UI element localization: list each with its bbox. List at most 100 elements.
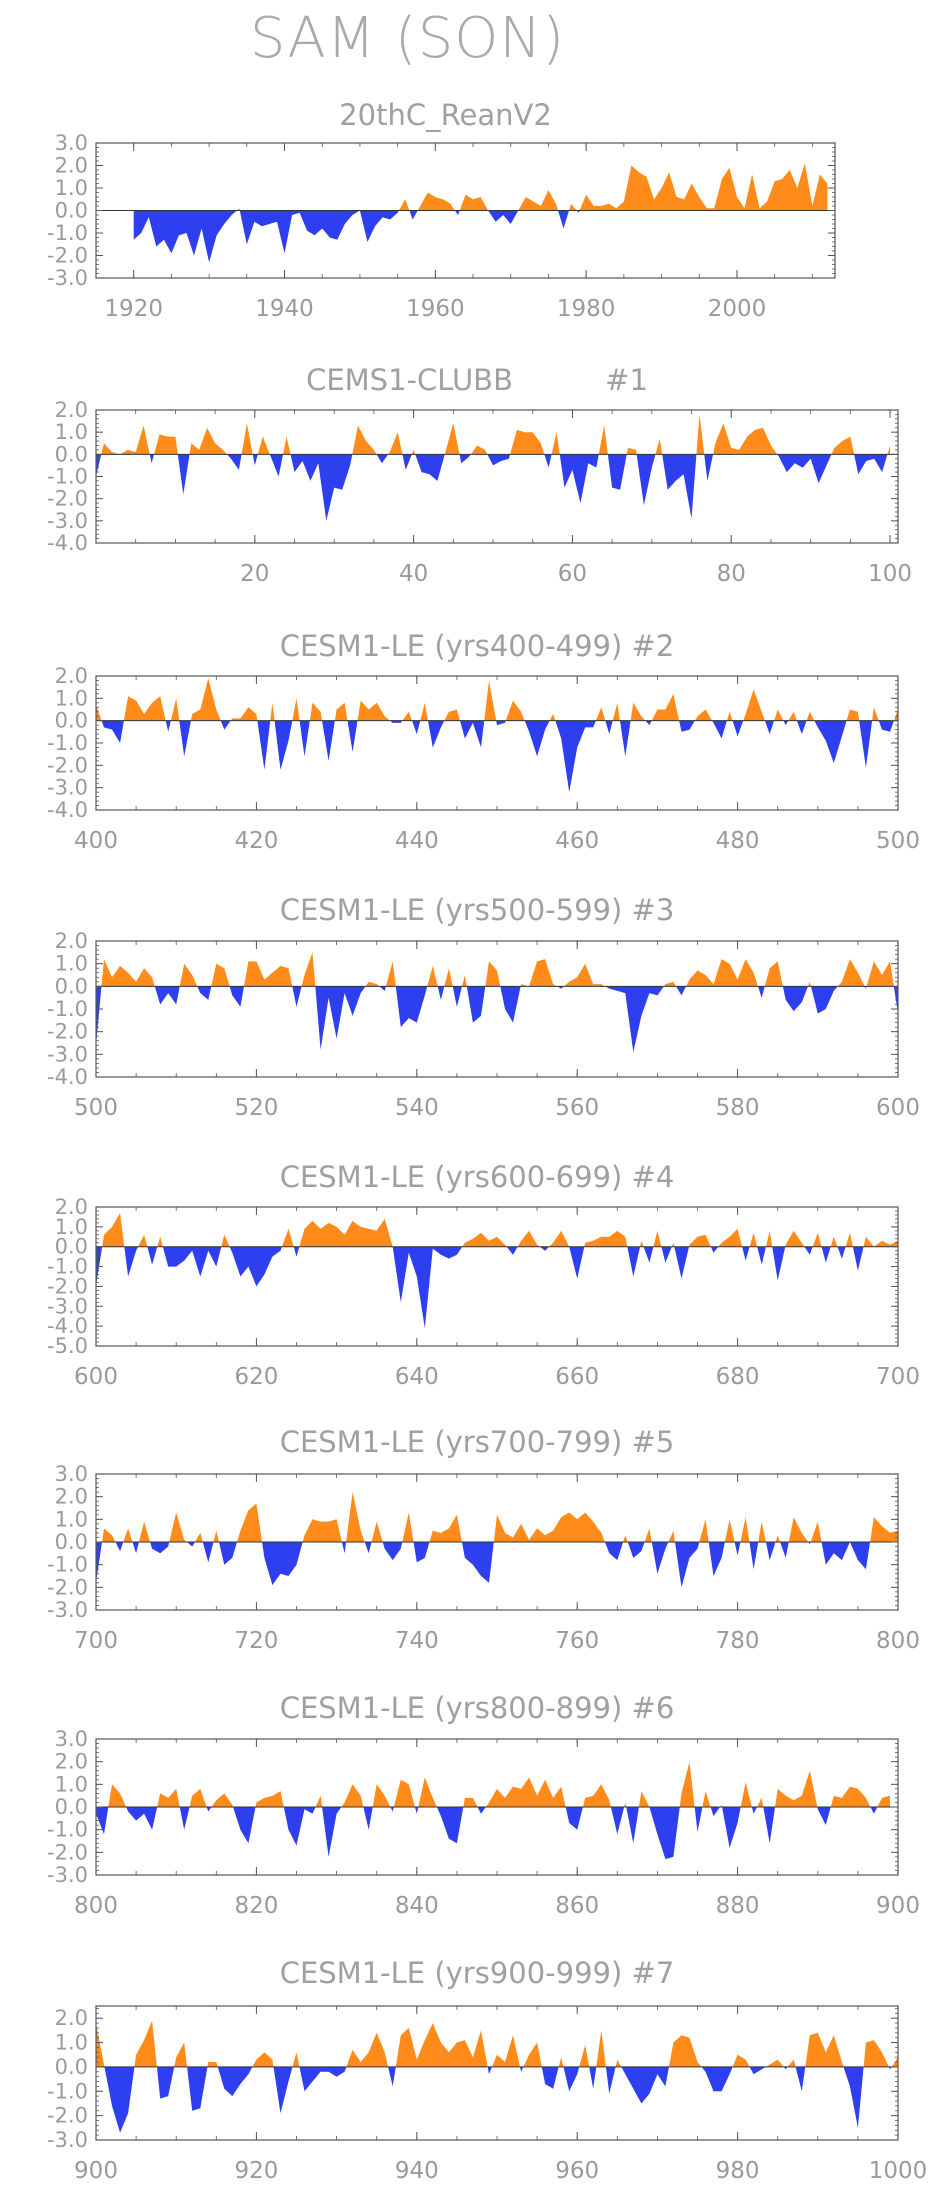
panel-title: CESM1-LE (yrs600-699) #4 [280, 1160, 675, 1194]
y-tick-label: -1.0 [47, 1255, 88, 1279]
x-tick-label: 820 [234, 1893, 278, 1919]
y-tick-label: 0.0 [55, 974, 88, 998]
y-tick-label: -2.0 [47, 753, 88, 777]
y-tick-label: -4.0 [47, 1314, 88, 1338]
y-tick-label: -4.0 [47, 798, 88, 822]
y-tick-label: 3.0 [55, 131, 88, 155]
y-tick-label: -3.0 [47, 1863, 88, 1887]
negative-area [96, 454, 888, 521]
y-tick-label: -3.0 [47, 1294, 88, 1318]
x-tick-label: 840 [395, 1893, 439, 1919]
x-tick-label: 600 [876, 1095, 920, 1121]
x-tick-label: 880 [716, 1893, 760, 1919]
y-tick-label: -1.0 [47, 465, 88, 489]
positive-area [96, 414, 891, 455]
y-tick-label: 1.0 [55, 1772, 88, 1796]
x-tick-label: 900 [876, 1893, 920, 1919]
x-tick-label: 700 [876, 1364, 920, 1390]
y-tick-label: 2.0 [55, 929, 88, 953]
positive-area [96, 678, 898, 721]
x-tick-label: 500 [876, 828, 920, 854]
x-tick-label: 100 [868, 561, 912, 587]
x-tick-label: 1960 [406, 296, 465, 322]
y-tick-label: -3.0 [47, 1042, 88, 1066]
y-tick-label: 0.0 [55, 199, 88, 223]
plot-frame [95, 675, 899, 811]
x-tick-label: 920 [234, 2158, 278, 2184]
panel-title: 20thC_ReanV2 [339, 98, 552, 132]
negative-area [96, 1807, 890, 1860]
y-tick-label: 2.0 [55, 1485, 88, 1509]
x-tick-label: 620 [234, 1364, 278, 1390]
x-tick-label: 500 [74, 1095, 118, 1121]
y-tick-label: 2.0 [55, 1750, 88, 1774]
x-tick-label: 780 [716, 1628, 760, 1654]
y-tick-label: -3.0 [47, 266, 88, 290]
y-tick-label: -3.0 [47, 1598, 88, 1622]
x-tick-label: 720 [234, 1628, 278, 1654]
y-tick-label: 1.0 [55, 2031, 88, 2055]
x-tick-label: 420 [234, 828, 278, 854]
y-tick-label: -2.0 [47, 1274, 88, 1298]
y-tick-label: 1.0 [55, 1507, 88, 1531]
positive-area [96, 1492, 898, 1542]
y-tick-label: 1.0 [55, 686, 88, 710]
y-tick-label: -2.0 [47, 1840, 88, 1864]
y-tick-label: -5.0 [47, 1334, 88, 1358]
y-tick-label: 0.0 [55, 442, 88, 466]
y-tick-label: 0.0 [55, 1795, 88, 1819]
x-tick-label: 1940 [255, 296, 314, 322]
y-tick-label: 2.0 [55, 2006, 88, 2030]
x-tick-label: 980 [716, 2158, 760, 2184]
y-tick-label: -2.0 [47, 1575, 88, 1599]
negative-area [96, 1246, 864, 1329]
y-tick-label: 2.0 [55, 664, 88, 688]
positive-area [133, 163, 828, 211]
negative-area [96, 986, 898, 1053]
x-tick-label: 800 [876, 1628, 920, 1654]
x-tick-label: 1980 [557, 296, 616, 322]
x-tick-label: 660 [555, 1364, 599, 1390]
y-tick-label: -1.0 [47, 997, 88, 1021]
negative-area [96, 1542, 898, 1588]
x-tick-label: 860 [555, 1893, 599, 1919]
y-tick-label: -2.0 [47, 244, 88, 268]
y-tick-label: 0.0 [55, 1530, 88, 1554]
x-tick-label: 680 [716, 1364, 760, 1390]
x-tick-label: 520 [234, 1095, 278, 1121]
x-tick-label: 1920 [104, 296, 163, 322]
x-tick-label: 440 [395, 828, 439, 854]
y-tick-label: -3.0 [47, 2128, 88, 2152]
x-tick-label: 480 [716, 828, 760, 854]
positive-area [96, 1213, 898, 1247]
y-tick-label: -1.0 [47, 1553, 88, 1577]
x-tick-label: 760 [555, 1628, 599, 1654]
x-tick-label: 600 [74, 1364, 118, 1390]
x-tick-label: 900 [74, 2158, 118, 2184]
y-tick-label: 2.0 [55, 154, 88, 178]
y-tick-label: -1.0 [47, 731, 88, 755]
plot-frame [95, 409, 899, 544]
main-title: SAM (SON) [249, 6, 566, 71]
y-tick-label: -3.0 [47, 509, 88, 533]
x-tick-label: 400 [74, 828, 118, 854]
panel-title: CESM1-LE (yrs500-599) #3 [280, 893, 675, 927]
y-tick-label: 3.0 [55, 1462, 88, 1486]
y-tick-label: 1.0 [55, 176, 88, 200]
y-tick-label: 0.0 [55, 709, 88, 733]
y-tick-label: -2.0 [47, 2104, 88, 2128]
y-tick-label: 2.0 [55, 398, 88, 422]
plot-frame [95, 2005, 899, 2141]
y-tick-label: -1.0 [47, 1818, 88, 1842]
y-tick-label: 1.0 [55, 952, 88, 976]
panel-title: CESM1-LE (yrs800-899) #6 [280, 1691, 675, 1725]
y-tick-label: 1.0 [55, 420, 88, 444]
x-tick-label: 700 [74, 1628, 118, 1654]
x-tick-label: 940 [395, 2158, 439, 2184]
panel-title: CESM1-LE (yrs900-999) #7 [280, 1956, 675, 1990]
x-tick-label: 640 [395, 1364, 439, 1390]
panel-title: CESM1-LE (yrs400-499) #2 [280, 629, 675, 663]
panel-title: CEMS1-CLUBB #1 [306, 363, 648, 397]
x-tick-label: 20 [240, 561, 269, 587]
